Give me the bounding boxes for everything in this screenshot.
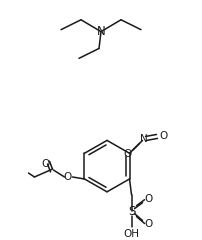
Text: O: O — [63, 172, 71, 182]
Text: O: O — [41, 159, 49, 169]
Text: S: S — [127, 205, 135, 218]
Text: O: O — [144, 194, 152, 204]
Text: OH: OH — [123, 229, 139, 239]
Text: O: O — [159, 132, 167, 141]
Text: N: N — [96, 25, 105, 38]
Text: O: O — [123, 149, 131, 159]
Text: N: N — [139, 134, 147, 144]
Text: O: O — [144, 219, 152, 229]
